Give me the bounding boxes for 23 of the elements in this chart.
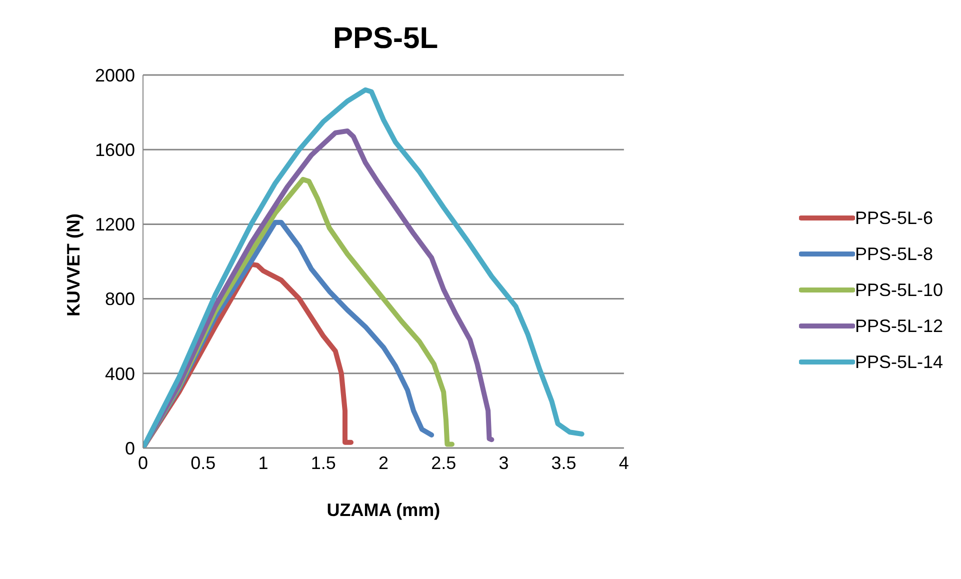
legend-label: PPS-5L-6 — [854, 206, 933, 230]
y-tick-label: 2000 — [94, 65, 135, 86]
legend-label: PPS-5L-12 — [854, 314, 943, 338]
y-tick-label: 0 — [124, 438, 135, 458]
x-tick-label: 2.5 — [431, 452, 456, 473]
x-tick-label: 0.5 — [190, 452, 216, 473]
x-tick-label: 0 — [138, 452, 148, 473]
y-tick-label: 400 — [104, 364, 135, 384]
y-tick-label: 1200 — [94, 214, 135, 235]
legend-label: PPS-5L-10 — [854, 278, 943, 302]
legend-label: PPS-5L-8 — [854, 242, 933, 266]
y-tick-label: 1600 — [94, 140, 135, 160]
x-tick-label: 1.5 — [310, 452, 336, 473]
x-tick-label: 3.5 — [551, 452, 576, 473]
x-tick-label: 3 — [498, 452, 509, 473]
y-axis-title: KUVVET (N) — [63, 213, 84, 316]
y-tick-label: 800 — [104, 289, 135, 310]
x-axis-title: UZAMA (mm) — [326, 500, 440, 520]
chart-title: PPS-5L — [332, 22, 440, 56]
x-tick-label: 4 — [618, 452, 629, 473]
x-tick-label: 2 — [378, 452, 388, 473]
legend-label: PPS-5L-14 — [854, 350, 943, 374]
x-tick-label: 1 — [258, 452, 268, 473]
